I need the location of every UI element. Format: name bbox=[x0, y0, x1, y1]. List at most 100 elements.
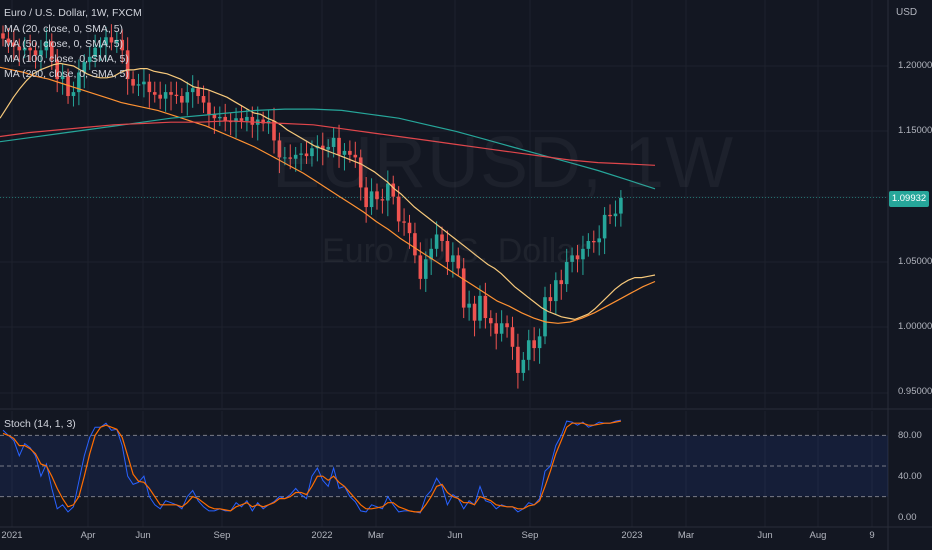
stoch-tick: 40.00 bbox=[898, 471, 922, 482]
candle-body bbox=[597, 238, 601, 243]
candle-body bbox=[586, 241, 591, 249]
candle-body bbox=[548, 297, 553, 302]
description-watermark: Euro / U.S. Dollar bbox=[322, 232, 587, 270]
candle-body bbox=[326, 146, 330, 150]
candle-body bbox=[358, 157, 363, 188]
candle-body bbox=[299, 153, 303, 155]
candle-body bbox=[407, 222, 412, 234]
candle-body bbox=[575, 255, 580, 260]
time-tick: Jun bbox=[135, 530, 151, 541]
candle-body bbox=[396, 196, 401, 222]
price-tick: 1.20000 bbox=[898, 60, 932, 71]
candle-body bbox=[39, 50, 43, 56]
candle-body bbox=[348, 150, 352, 155]
candle-body bbox=[120, 39, 125, 51]
stoch-title[interactable]: Stoch (14, 1, 3) bbox=[4, 418, 76, 430]
candle-body bbox=[456, 255, 461, 269]
candle-body bbox=[440, 234, 444, 242]
candle-body bbox=[451, 255, 455, 262]
candle-body bbox=[402, 221, 406, 223]
candle-body bbox=[239, 118, 244, 121]
candle-body bbox=[510, 327, 515, 347]
candle-body bbox=[22, 47, 27, 51]
candle-body bbox=[331, 137, 336, 147]
indicator-ma100-label[interactable]: MA (100, close, 0, SMA, 5) bbox=[4, 53, 129, 65]
time-tick: Mar bbox=[677, 530, 695, 541]
candle-body bbox=[131, 79, 135, 86]
candle-body bbox=[218, 116, 222, 119]
candle-body bbox=[602, 214, 607, 239]
candle-body bbox=[434, 234, 439, 249]
candle-body bbox=[142, 81, 146, 85]
candle-body bbox=[293, 154, 298, 159]
candle-body bbox=[1, 33, 5, 39]
candle-body bbox=[147, 81, 152, 93]
candle-body bbox=[369, 191, 374, 208]
candle-body bbox=[196, 88, 200, 97]
candle-body bbox=[472, 303, 477, 321]
candle-body bbox=[277, 140, 282, 158]
candle-body bbox=[526, 340, 531, 360]
time-tick: Sep bbox=[213, 530, 231, 541]
ma20-line bbox=[0, 62, 656, 321]
time-tick: Jun bbox=[447, 530, 463, 541]
candle-body bbox=[559, 280, 564, 285]
candle-body bbox=[201, 96, 206, 103]
symbol-title[interactable]: Euro / U.S. Dollar, 1W, FXCM bbox=[4, 7, 142, 19]
candle-body bbox=[364, 187, 368, 208]
candle-body bbox=[337, 137, 341, 155]
candle-body bbox=[310, 148, 314, 157]
time-tick: 9 bbox=[869, 530, 875, 541]
candle-body bbox=[12, 42, 16, 47]
candle-body bbox=[272, 120, 276, 141]
candle-body bbox=[180, 96, 184, 103]
candle-body bbox=[283, 157, 287, 159]
time-tick: Mar bbox=[367, 530, 385, 541]
candle-body bbox=[554, 280, 558, 302]
candle-body bbox=[445, 241, 450, 262]
candle-body bbox=[174, 94, 179, 97]
indicator-ma20-label[interactable]: MA (20, close, 0, SMA, 5) bbox=[4, 23, 124, 35]
candle-body bbox=[82, 62, 87, 73]
candle-body bbox=[33, 50, 38, 56]
indicator-ma200-label[interactable]: MA (200, close, 0, SMA, 5) bbox=[4, 68, 129, 80]
ma200-line bbox=[0, 120, 656, 166]
candle-body bbox=[261, 119, 265, 124]
candle-body bbox=[66, 76, 70, 97]
candle-body bbox=[613, 213, 618, 217]
candle-body bbox=[391, 183, 396, 197]
last-price-badge: 1.09932 bbox=[889, 191, 929, 207]
candle-body bbox=[44, 41, 49, 51]
candle-body bbox=[87, 56, 92, 63]
time-tick: 2023 bbox=[621, 530, 643, 541]
candle-body bbox=[136, 84, 141, 86]
time-tick: 2022 bbox=[311, 530, 333, 541]
currency-label: USD bbox=[896, 7, 918, 18]
candle-body bbox=[429, 248, 433, 260]
candle-body bbox=[418, 255, 423, 279]
candle-body bbox=[619, 197, 623, 214]
candle-body bbox=[250, 116, 255, 125]
ma100-line bbox=[0, 108, 656, 190]
candle-body bbox=[109, 37, 114, 43]
candle-body bbox=[17, 46, 22, 51]
candle-body bbox=[152, 92, 157, 95]
candle-body bbox=[207, 102, 211, 115]
candle-body bbox=[234, 118, 238, 123]
indicator-ma50-label[interactable]: MA (50, close, 0, SMA, 5) bbox=[4, 38, 124, 50]
time-tick: Jun bbox=[757, 530, 773, 541]
candle-body bbox=[591, 241, 596, 243]
candle-body bbox=[461, 268, 466, 308]
ma50-line bbox=[0, 66, 656, 324]
candle-body bbox=[521, 359, 526, 373]
time-tick: Sep bbox=[521, 530, 539, 541]
stoch-d-line bbox=[2, 420, 622, 513]
candle-body bbox=[104, 37, 108, 46]
price-tick: 1.15000 bbox=[898, 125, 932, 136]
candle-body bbox=[499, 323, 504, 334]
symbol-watermark: EURUSD, 1W bbox=[272, 123, 735, 203]
candle-body bbox=[543, 297, 547, 337]
candle-body bbox=[93, 47, 97, 57]
time-tick: Apr bbox=[80, 530, 96, 541]
